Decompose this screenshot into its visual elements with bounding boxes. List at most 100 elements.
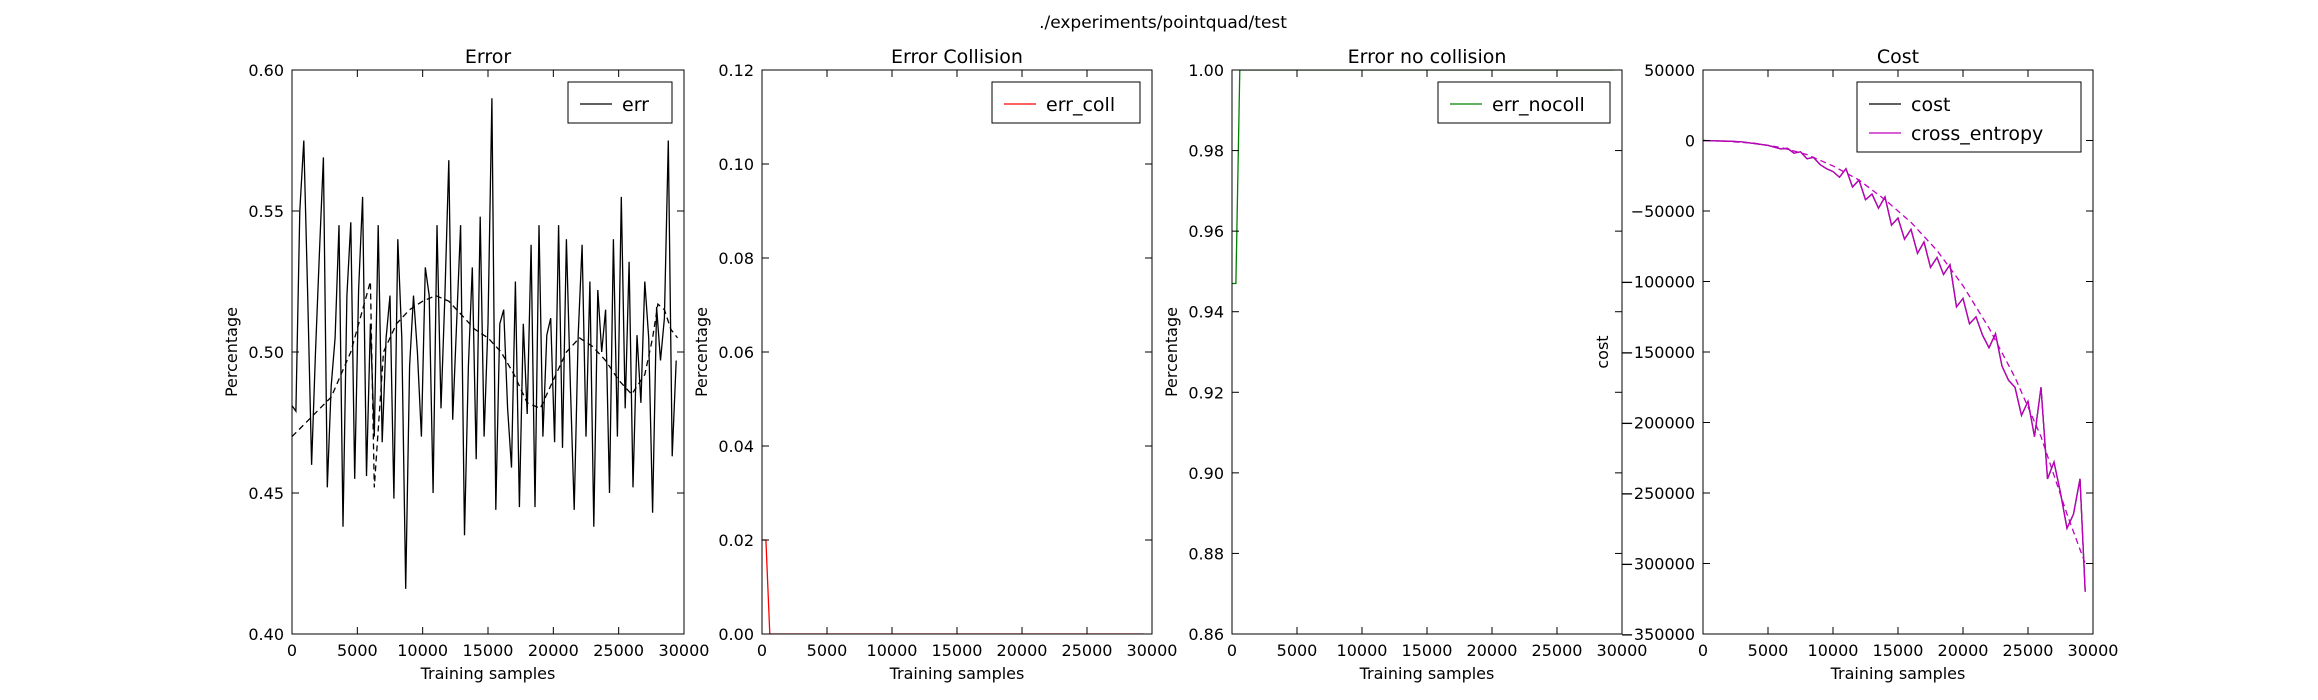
legend-label: err_nocoll	[1492, 94, 1585, 116]
legend: err_coll	[991, 81, 1141, 124]
subplot-error-collision: 0 5000 10000 15000 20000 25000 30000 0.00 0.02 0.…	[692, 46, 1177, 683]
y-axis-label: Percentage	[222, 307, 241, 397]
legend-box	[991, 81, 1141, 124]
x-tick-label: 30000	[659, 641, 710, 660]
y-tick-label: 0.12	[718, 61, 754, 80]
subplots: 0 5000 10000 15000 20000 25000 30000 0.40 0.45 0.…	[222, 46, 2118, 683]
x-tick-label: 15000	[1873, 641, 1924, 660]
y-tick-label: 0.40	[248, 625, 284, 644]
legend: err_nocoll	[1437, 81, 1611, 124]
x-tick-label: 10000	[867, 641, 918, 660]
series-group	[292, 98, 679, 589]
y-tick-label: 0.98	[1188, 142, 1224, 161]
y-tick-label: −50000	[1631, 202, 1695, 221]
x-tick-label: 5000	[1277, 641, 1318, 660]
x-tick-label: 15000	[1402, 641, 1453, 660]
x-axis-label: Training samples	[889, 664, 1025, 683]
figure-suptitle: ./experiments/pointquad/test	[1039, 13, 1287, 33]
y-tick-label: 0.02	[718, 531, 754, 550]
y-tick-label: 0.50	[248, 343, 284, 362]
y-tick-label: 0	[1685, 132, 1695, 151]
x-tick-label: 30000	[1597, 641, 1648, 660]
x-tick-label: 5000	[807, 641, 848, 660]
series-line-err-nocoll	[1232, 70, 1615, 285]
x-tick-label: 25000	[2003, 641, 2054, 660]
series-line-err	[292, 98, 677, 589]
x-tick-label: 30000	[2068, 641, 2119, 660]
x-axis-label: Training samples	[1359, 664, 1495, 683]
axes-frame	[761, 69, 1153, 635]
y-axis-label: Percentage	[692, 307, 711, 397]
x-tick-label: 20000	[1938, 641, 1989, 660]
series-group	[762, 539, 1145, 634]
y-tick-label: −100000	[1621, 273, 1695, 292]
x-tick-label: 0	[1227, 641, 1237, 660]
series-line-trend-2	[1703, 139, 2086, 564]
x-tick-label: 25000	[1532, 641, 1583, 660]
x-tick-label: 15000	[463, 641, 514, 660]
y-tick-label: 0.00	[718, 625, 754, 644]
y-tick-label: 50000	[1644, 61, 1695, 80]
x-tick-label: 10000	[1337, 641, 1388, 660]
axes-title: Error Collision	[891, 46, 1023, 68]
x-tick-label: 5000	[337, 641, 378, 660]
series-group	[1703, 139, 2086, 592]
y-tick-label: −350000	[1621, 625, 1695, 644]
y-tick-label: −250000	[1621, 484, 1695, 503]
x-tick-label: 15000	[932, 641, 983, 660]
y-tick-label: 0.92	[1188, 383, 1224, 402]
x-tick-label: 10000	[1808, 641, 1859, 660]
y-axis-label: Percentage	[1162, 307, 1181, 397]
axes-title: Error	[465, 46, 512, 68]
series-line-cross-entropy	[1703, 139, 2086, 592]
y-tick-label: 0.96	[1188, 222, 1224, 241]
x-tick-label: 20000	[528, 641, 579, 660]
y-axis-label: cost	[1593, 335, 1612, 368]
subplot-error-no-collision: 0 5000 10000 15000 20000 25000 30000 0.86 0.88 0.…	[1162, 46, 1647, 683]
legend-label: cost	[1911, 94, 1950, 116]
subplot-cost: 0 5000 10000 15000 20000 25000 30000−350000−30…	[1593, 46, 2118, 683]
legend-label: err	[622, 94, 649, 116]
x-tick-label: 10000	[397, 641, 448, 660]
series-line-trend-1	[292, 281, 679, 488]
legend-box	[1437, 81, 1611, 124]
legend-box	[1856, 81, 2082, 153]
x-tick-label: 25000	[593, 641, 644, 660]
y-tick-label: 1.00	[1188, 61, 1224, 80]
subplot-error: 0 5000 10000 15000 20000 25000 30000 0.40 0.45 0.…	[222, 46, 709, 683]
legend-label: err_coll	[1046, 94, 1115, 116]
x-axis-label: Training samples	[1830, 664, 1966, 683]
x-tick-label: 20000	[1467, 641, 1518, 660]
axes-title: Cost	[1877, 46, 1919, 68]
x-axis-label: Training samples	[420, 664, 556, 683]
series-line-cost	[1703, 139, 2086, 592]
y-tick-label: 0.90	[1188, 464, 1224, 483]
x-tick-label: 0	[757, 641, 767, 660]
y-tick-label: 0.88	[1188, 544, 1224, 563]
x-tick-label: 5000	[1748, 641, 1789, 660]
y-tick-label: −300000	[1621, 555, 1695, 574]
y-tick-label: −200000	[1621, 414, 1695, 433]
y-tick-label: 0.60	[248, 61, 284, 80]
x-tick-label: 30000	[1127, 641, 1178, 660]
y-tick-label: 0.55	[248, 202, 284, 221]
y-tick-label: 0.10	[718, 155, 754, 174]
legend: cost cross_entropy	[1856, 81, 2082, 153]
series-group	[1232, 70, 1615, 285]
y-tick-label: 0.06	[718, 343, 754, 362]
y-tick-label: 0.45	[248, 484, 284, 503]
x-tick-label: 0	[1698, 641, 1708, 660]
legend-label: cross_entropy	[1911, 123, 2043, 145]
y-tick-label: 0.04	[718, 437, 754, 456]
x-tick-label: 0	[287, 641, 297, 660]
x-tick-label: 25000	[1062, 641, 1113, 660]
y-tick-label: 0.86	[1188, 625, 1224, 644]
y-tick-label: −150000	[1621, 343, 1695, 362]
x-tick-label: 20000	[997, 641, 1048, 660]
axes-title: Error no collision	[1348, 46, 1507, 68]
legend: err	[567, 81, 673, 124]
series-line-err-coll	[762, 539, 1145, 634]
y-tick-label: 0.94	[1188, 303, 1224, 322]
y-tick-label: 0.08	[718, 249, 754, 268]
